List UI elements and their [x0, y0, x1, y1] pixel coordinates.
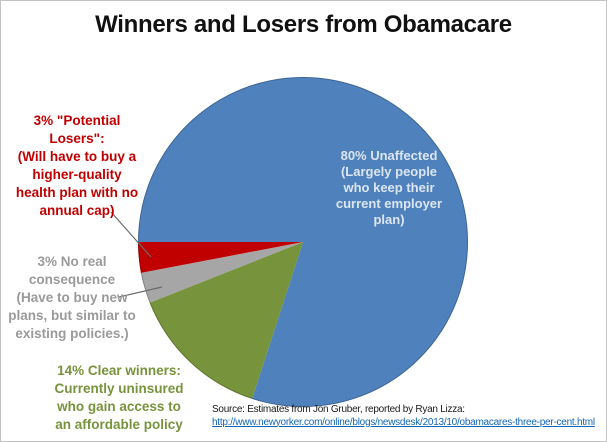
pie-slice-clear-winners — [149, 242, 303, 399]
leader-line-no-consequence — [118, 286, 163, 298]
pie-slice-unaffected — [137, 76, 468, 407]
label-clear-winners: 14% Clear winners: Currently uninsured w… — [54, 363, 184, 432]
source-text: Source: Estimates from Jon Gruber, repor… — [212, 404, 465, 415]
label-unaffected: 80% Unaffected (Largely people who keep … — [335, 148, 443, 227]
page-title: Winners and Losers from Obamacare — [95, 11, 512, 38]
leader-line-potential-losers — [110, 211, 152, 258]
pie-slice-no-consequence — [140, 242, 303, 303]
pie-slice-potential-losers — [137, 242, 303, 273]
source-link[interactable]: http://www.newyorker.com/online/blogs/ne… — [212, 416, 595, 428]
label-no-consequence: 3% No real consequence (Have to buy new … — [8, 254, 136, 341]
label-potential-losers: 3% "Potential Losers": (Will have to buy… — [15, 113, 139, 218]
source-note: Source: Estimates from Jon Gruber, repor… — [212, 404, 606, 429]
pie-rim — [138, 77, 468, 407]
